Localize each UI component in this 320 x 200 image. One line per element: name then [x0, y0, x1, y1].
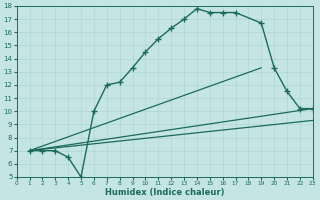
X-axis label: Humidex (Indice chaleur): Humidex (Indice chaleur)	[105, 188, 224, 197]
